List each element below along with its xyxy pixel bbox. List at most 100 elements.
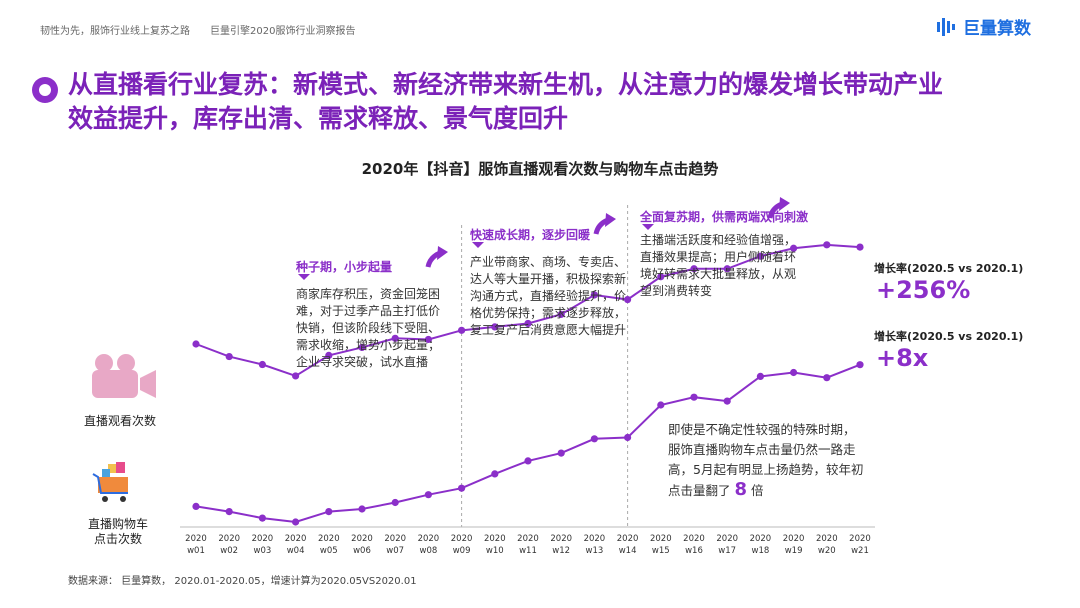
series-1-point-w02 [225, 508, 233, 516]
series-1-point-w12 [557, 449, 565, 457]
x-tick-year-w01: 2020 [185, 534, 207, 544]
series-0-point-w02 [225, 352, 233, 361]
phase-recovery-title: 全面复苏期，供需两端双向刺激 [640, 210, 809, 224]
page-title-line1: 从直播看行业复苏：新模式、新经济带来新生机，从注意力的爆发增长带动产业 [68, 70, 944, 99]
series-0-point-w04 [292, 372, 300, 380]
series-1-point-w01 [192, 502, 200, 510]
series-1-point-w06 [358, 505, 366, 513]
views-series-label: 直播观看次数 [83, 414, 156, 428]
x-tick-year-w10: 2020 [484, 534, 506, 544]
annotation-prefix: 点击量翻了 [668, 483, 731, 498]
series-0-point-w10 [491, 323, 499, 331]
series-0-point-w07 [391, 334, 399, 342]
phase-arrow-icon [593, 213, 616, 235]
series-0-point-w03 [258, 360, 266, 369]
series-0-point-w12 [557, 310, 565, 318]
x-tick-year-w12: 2020 [550, 534, 572, 544]
chart-title: 2020年【抖音】服饰直播观看次数与购物车点击趋势 [361, 160, 719, 178]
series-1-point-w16 [690, 393, 698, 401]
series-0-point-w13 [590, 291, 599, 299]
x-tick-year-w17: 2020 [716, 534, 738, 544]
series-0-point-w11 [524, 319, 532, 328]
x-tick-year-w04: 2020 [285, 534, 307, 544]
series-0-point-w09 [458, 326, 466, 334]
report-subtitle: 韧性为先，服饰行业线上复苏之路 [40, 26, 190, 37]
phase-arrow-icon [425, 246, 448, 268]
x-tick-week-w06: w06 [353, 546, 371, 556]
annotation-line-1: 即使是不确定性较强的特殊时期， [668, 422, 856, 437]
data-source: 数据来源： 巨量算数， 2020.01-2020.05，增速计算为2020.05… [68, 576, 417, 587]
series-0-point-w18 [756, 252, 765, 260]
series-0-point-w17 [723, 265, 731, 273]
x-tick-year-w09: 2020 [451, 534, 473, 544]
series-0-point-w01 [192, 340, 200, 348]
series-0-point-w21 [856, 243, 864, 251]
brand-name: 巨量算数 [963, 19, 1031, 39]
series-1-point-w03 [258, 514, 266, 522]
series-1-point-w09 [458, 484, 466, 492]
series-1-point-w15 [657, 401, 665, 409]
x-tick-year-w19: 2020 [783, 534, 805, 544]
x-tick-year-w11: 2020 [517, 534, 539, 544]
x-tick-week-w09: w09 [453, 546, 471, 556]
series-0-point-w15 [657, 273, 665, 281]
page-title: 从直播看行业复苏：新模式、新经济带来新生机，从注意力的爆发增长带动产业 效益提升… [68, 68, 1058, 136]
series-0-point-w20 [823, 241, 831, 249]
series-1-point-w11 [524, 457, 532, 465]
phase-recovery-text: 主播端活跃度和经验值增强，直播效果提高；用户侧随着环境好转需求大批量释放，从观望… [640, 233, 797, 298]
report-name: 巨量引擎2020服饰行业洞察报告 [210, 26, 356, 37]
x-tick-year-w06: 2020 [351, 534, 373, 544]
series-1-point-w14 [624, 433, 632, 442]
cart-growth-label: 增长率(2020.5 vs 2020.1) [874, 330, 1024, 343]
x-tick-year-w14: 2020 [617, 534, 639, 544]
x-tick-week-w03: w03 [254, 546, 272, 556]
series-0-point-w16 [690, 265, 698, 273]
x-tick-week-w07: w07 [386, 546, 404, 556]
x-tick-week-w16: w16 [685, 546, 703, 556]
series-0-point-w14 [624, 295, 632, 304]
annotation-suffix: 倍 [751, 483, 764, 498]
series-0-point-w05 [325, 351, 333, 359]
x-tick-week-w21: w21 [851, 546, 869, 556]
x-tick-week-w10: w10 [486, 546, 504, 556]
series-1-point-w20 [823, 374, 831, 382]
x-tick-year-w18: 2020 [750, 534, 772, 544]
views-growth-value: +256% [876, 276, 971, 304]
x-tick-week-w02: w02 [220, 546, 238, 556]
phase-recovery-marker [642, 224, 654, 230]
x-tick-week-w11: w11 [519, 546, 537, 556]
x-tick-year-w15: 2020 [650, 534, 672, 544]
series-0-point-w08 [424, 335, 432, 344]
x-tick-year-w16: 2020 [683, 534, 705, 544]
x-tick-week-w20: w20 [818, 546, 836, 556]
x-tick-year-w13: 2020 [584, 534, 606, 544]
page-title-line2: 效益提升，库存出清、需求释放、景气度回升 [68, 104, 569, 133]
phase-growth-text: 产业带商家、商场、专卖店、达人等大量开播，积极探索新沟通方式，直播经验提升，价格… [470, 255, 627, 337]
series-0-point-w19 [790, 244, 798, 252]
brand-logo: 巨量算数 [935, 14, 1031, 39]
x-tick-year-w20: 2020 [816, 534, 838, 544]
ring-bullet-icon [32, 77, 58, 103]
shopping-cart-icon [92, 462, 128, 502]
x-tick-week-w12: w12 [552, 546, 570, 556]
x-tick-year-w07: 2020 [384, 534, 406, 544]
phase-seed-text: 商家库存积压，资金回笼困难，对于过季产品主打低价快销，但该阶段线下受阻、需求收缩… [296, 287, 441, 369]
cart-growth-value: +8x [876, 344, 929, 372]
series-1-point-w13 [590, 435, 599, 443]
x-tick-week-w08: w08 [420, 546, 438, 556]
phase-seed-marker [298, 274, 310, 280]
annotation-number: 8 [734, 479, 748, 500]
phase-growth-title: 快速成长期，逐步回暖 [470, 228, 591, 242]
x-tick-week-w15: w15 [652, 546, 670, 556]
x-tick-week-w13: w13 [586, 546, 604, 556]
phase-seed-title: 种子期，小步起量 [296, 260, 393, 274]
series-1-point-w07 [391, 498, 399, 507]
annotation-line-4: 点击量翻了 8 倍 [668, 480, 893, 501]
series-1-point-w17 [723, 397, 731, 405]
cart-annotation: 即使是不确定性较强的特殊时期， 服饰直播购物车点击量仍然一路走 高，5月起有明显… [668, 420, 893, 501]
x-tick-week-w14: w14 [619, 546, 637, 556]
x-tick-year-w03: 2020 [252, 534, 274, 544]
series-1-point-w10 [491, 470, 499, 478]
series-1-point-w18 [756, 372, 765, 380]
